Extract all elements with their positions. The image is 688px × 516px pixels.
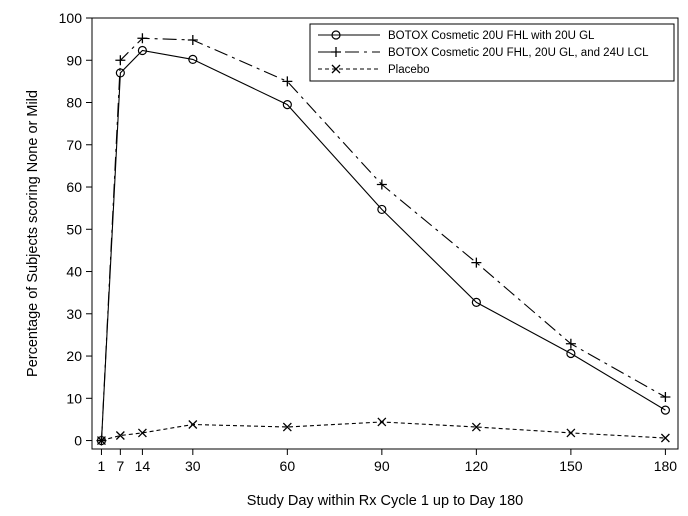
data-point [115, 431, 125, 440]
x-tick-label: 30 [185, 458, 201, 474]
data-point [377, 417, 387, 427]
y-tick-label: 10 [66, 390, 82, 406]
data-point [566, 428, 576, 438]
data-point [137, 33, 148, 44]
series-2 [96, 33, 671, 446]
data-point [282, 100, 292, 110]
data-point [471, 257, 482, 268]
y-tick-label: 100 [59, 10, 83, 26]
data-point [471, 422, 481, 432]
data-point [660, 392, 671, 403]
y-tick-label: 0 [74, 433, 82, 449]
data-point [377, 204, 387, 215]
series-line [101, 421, 666, 442]
y-axis-title: Percentage of Subjects scoring None or M… [25, 90, 41, 377]
y-tick-label: 70 [66, 137, 82, 153]
data-point [187, 34, 198, 45]
data-point [282, 422, 292, 432]
legend-marker [331, 64, 341, 74]
y-tick-label: 60 [66, 179, 82, 195]
legend-marker [331, 30, 341, 40]
x-axis-title: Study Day within Rx Cycle 1 up to Day 18… [247, 493, 523, 509]
legend-marker [331, 47, 341, 57]
data-point [660, 433, 670, 443]
y-tick-label: 30 [66, 306, 82, 322]
y-tick-label: 40 [66, 264, 82, 280]
data-point [471, 297, 481, 307]
data-point [376, 179, 387, 190]
series-3 [96, 417, 670, 446]
x-tick-label: 1 [98, 458, 106, 474]
series-1 [96, 45, 670, 446]
legend-label: BOTOX Cosmetic 20U FHL with 20U GL [388, 30, 595, 42]
legend-box [309, 23, 675, 82]
data-point [188, 54, 198, 65]
axes: 0 10 20 30 40 50 60 70 80 90 100 1 7 14 30 60 90 120 150 18… [59, 10, 679, 474]
plot-frame [91, 17, 679, 450]
x-tick-label: 14 [135, 458, 151, 474]
data-point [282, 76, 293, 87]
data-point [115, 55, 126, 66]
series-layer [96, 33, 671, 446]
x-tick-label: 150 [559, 458, 583, 474]
legend-label: BOTOX Cosmetic 20U FHL, 20U GL, and 24U … [388, 47, 649, 59]
legend-label: Placebo [388, 64, 430, 76]
x-tick-label: 60 [280, 458, 296, 474]
data-point [188, 420, 198, 429]
data-point [137, 45, 148, 56]
series-line [100, 37, 666, 441]
data-point [565, 338, 576, 349]
data-point [566, 348, 576, 359]
y-tick-label: 50 [66, 221, 82, 237]
x-tick-label: 120 [465, 458, 489, 474]
data-point [137, 428, 147, 438]
x-tick-label: 180 [654, 458, 678, 474]
x-tick-label: 7 [116, 458, 124, 474]
legend: BOTOX Cosmetic 20U FHL with 20U GL BOTOX … [309, 23, 675, 82]
y-tick-label: 20 [66, 348, 82, 364]
y-tick-label: 90 [66, 52, 82, 68]
y-tick-label: 80 [66, 95, 82, 111]
data-point [660, 405, 670, 415]
series-line [100, 49, 666, 441]
data-point [96, 436, 106, 446]
x-tick-label: 90 [374, 458, 390, 474]
